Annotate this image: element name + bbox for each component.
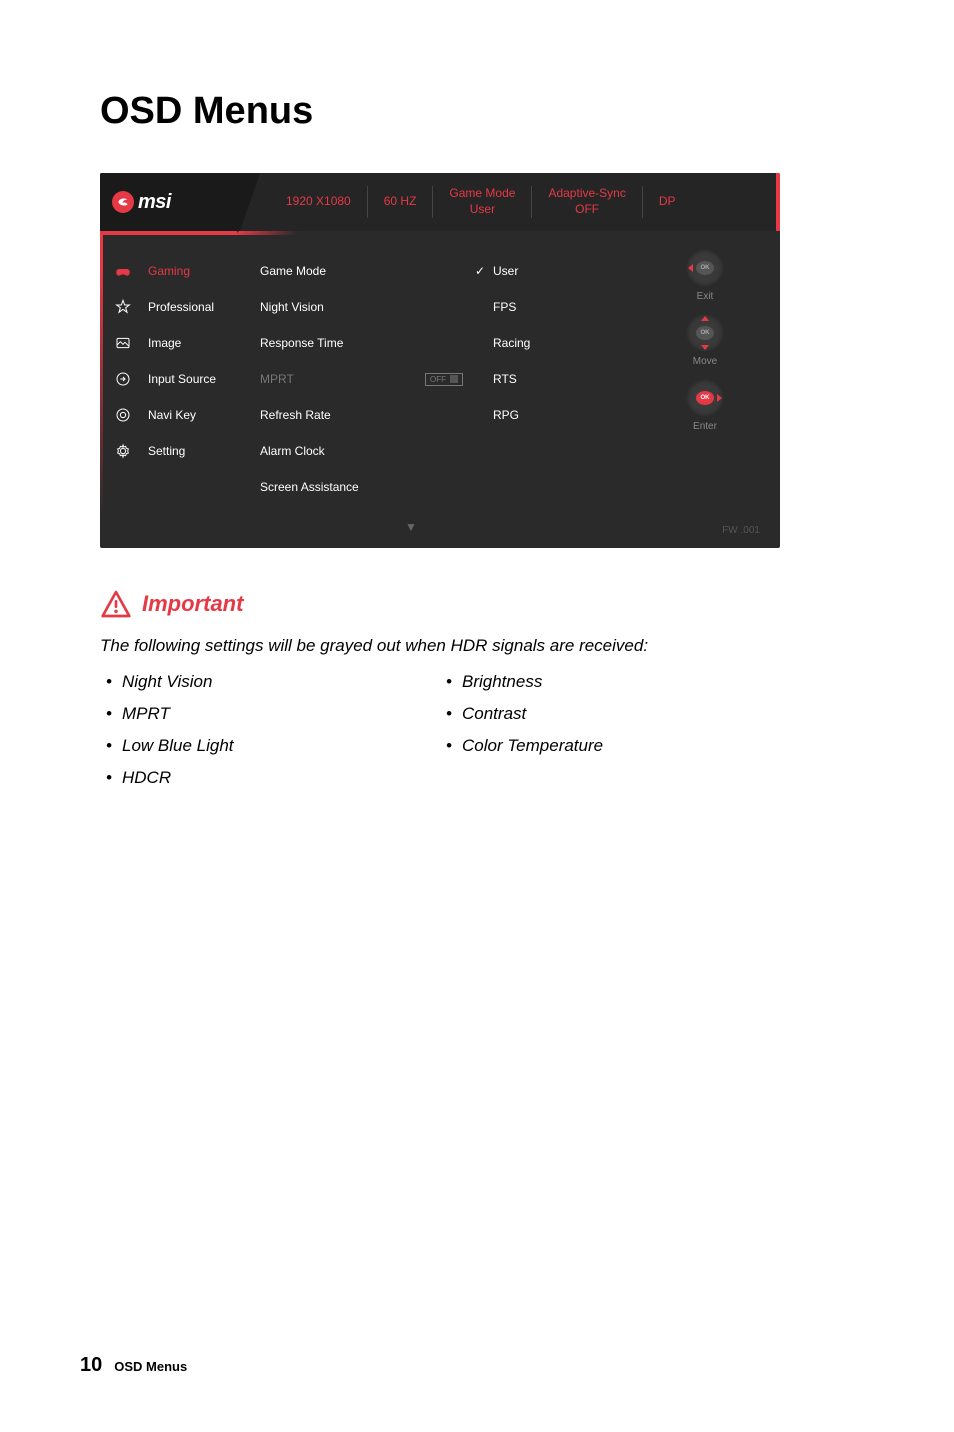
navikey-icon — [114, 406, 132, 424]
control-enter-label: Enter — [693, 421, 717, 432]
sidebar-label: Professional — [148, 300, 214, 314]
submenu-screen-assistance[interactable]: Screen Assistance — [260, 469, 475, 505]
osd-header: msi 1920 X1080 60 HZ Game Mode User Adap… — [100, 173, 780, 231]
option-racing[interactable]: Racing — [475, 325, 630, 361]
submenu-mprt[interactable]: MPRT OFF — [260, 361, 475, 397]
bullet-item: Low Blue Light — [100, 736, 400, 756]
gear-icon — [114, 442, 132, 460]
gamepad-icon — [114, 262, 132, 280]
joystick-exit-icon: OK — [686, 249, 724, 287]
sidebar-label: Setting — [148, 444, 185, 458]
status-refresh: 60 HZ — [368, 186, 434, 218]
sidebar-label: Input Source — [148, 372, 216, 386]
osd-submenu: Game Mode Night Vision Response Time MPR… — [260, 247, 475, 548]
warning-icon — [100, 588, 132, 620]
option-user[interactable]: ✓ User — [475, 253, 630, 289]
option-rpg[interactable]: RPG — [475, 397, 630, 433]
bullet-item: Contrast — [440, 704, 740, 724]
status-resolution: 1920 X1080 — [270, 186, 368, 218]
sidebar-label: Gaming — [148, 264, 190, 278]
submenu-refresh-rate[interactable]: Refresh Rate — [260, 397, 475, 433]
joystick-enter-icon: OK — [686, 379, 724, 417]
image-icon — [114, 334, 132, 352]
status-game-mode: Game Mode User — [433, 186, 532, 218]
input-icon — [114, 370, 132, 388]
footer-section: OSD Menus — [114, 1359, 187, 1374]
sidebar-item-input-source[interactable]: Input Source — [100, 361, 260, 397]
page-title: OSD Menus — [100, 90, 854, 133]
bullet-item: Brightness — [440, 672, 740, 692]
bullet-item: Night Vision — [100, 672, 400, 692]
osd-options: ✓ User FPS Racing RTS RPG — [475, 247, 630, 548]
accent-stripe — [776, 173, 780, 231]
submenu-response-time[interactable]: Response Time — [260, 325, 475, 361]
important-text: The following settings will be grayed ou… — [100, 636, 854, 656]
msi-dragon-icon — [112, 191, 134, 213]
accent-stripe — [100, 231, 237, 235]
off-badge: OFF — [425, 373, 463, 386]
joystick-move-icon: OK — [686, 314, 724, 352]
important-title: Important — [142, 591, 243, 617]
submenu-night-vision[interactable]: Night Vision — [260, 289, 475, 325]
osd-controls: OK Exit OK Move OK Enter — [630, 247, 780, 548]
sidebar-label: Image — [148, 336, 181, 350]
option-fps[interactable]: FPS — [475, 289, 630, 325]
scroll-down-icon: ▼ — [405, 520, 417, 534]
control-exit-label: Exit — [697, 291, 714, 302]
important-notice: Important The following settings will be… — [100, 588, 854, 800]
sidebar-label: Navi Key — [148, 408, 196, 422]
osd-status-bar: 1920 X1080 60 HZ Game Mode User Adaptive… — [240, 173, 780, 231]
accent-stripe — [100, 235, 103, 548]
sidebar-item-professional[interactable]: Professional — [100, 289, 260, 325]
status-adaptive-sync: Adaptive-Sync OFF — [532, 186, 642, 218]
osd-sidebar: Gaming Professional Image Input Source — [100, 247, 260, 548]
osd-body: Gaming Professional Image Input Source — [100, 247, 780, 548]
page-footer: 10 OSD Menus — [80, 1354, 187, 1377]
bullet-item: MPRT — [100, 704, 400, 724]
firmware-label: FW .001 — [722, 525, 760, 536]
bullet-col-right: Brightness Contrast Color Temperature — [440, 672, 740, 800]
bullet-item: HDCR — [100, 768, 400, 788]
star-icon — [114, 298, 132, 316]
osd-screenshot: msi 1920 X1080 60 HZ Game Mode User Adap… — [100, 173, 780, 548]
important-bullets: Night Vision MPRT Low Blue Light HDCR Br… — [100, 672, 854, 800]
submenu-alarm-clock[interactable]: Alarm Clock — [260, 433, 475, 469]
msi-brand-text: msi — [138, 191, 171, 214]
sidebar-item-gaming[interactable]: Gaming — [100, 253, 260, 289]
control-move-label: Move — [693, 356, 717, 367]
submenu-game-mode[interactable]: Game Mode — [260, 253, 475, 289]
bullet-col-left: Night Vision MPRT Low Blue Light HDCR — [100, 672, 400, 800]
checkmark-icon: ✓ — [475, 264, 489, 278]
status-input: DP — [643, 186, 692, 218]
option-rts[interactable]: RTS — [475, 361, 630, 397]
page-number: 10 — [80, 1354, 102, 1377]
sidebar-item-image[interactable]: Image — [100, 325, 260, 361]
sidebar-item-setting[interactable]: Setting — [100, 433, 260, 469]
msi-logo: msi — [100, 173, 240, 231]
bullet-item: Color Temperature — [440, 736, 740, 756]
sidebar-item-navi-key[interactable]: Navi Key — [100, 397, 260, 433]
